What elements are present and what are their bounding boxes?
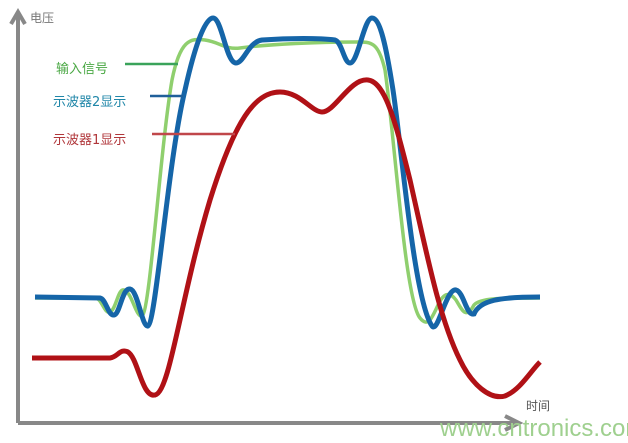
legend-label-input-signal: 输入信号 [56,62,109,77]
y-axis-label: 电压 [30,11,55,25]
legend-label-oscilloscope-2: 示波器2显示 [53,95,127,110]
x-axis-arrow [504,414,524,432]
axes [9,8,524,432]
input-signal-curve [35,37,541,324]
y-axis-arrow [9,8,27,26]
legend-lines [125,62,235,136]
x-axis-label: 时间 [526,399,551,413]
watermark: www.cntronics.com [440,415,628,442]
oscilloscope-1-curve [32,77,542,400]
oscilloscope-2-curve [34,15,541,330]
legend-label-oscilloscope-1: 示波器1显示 [53,133,127,148]
